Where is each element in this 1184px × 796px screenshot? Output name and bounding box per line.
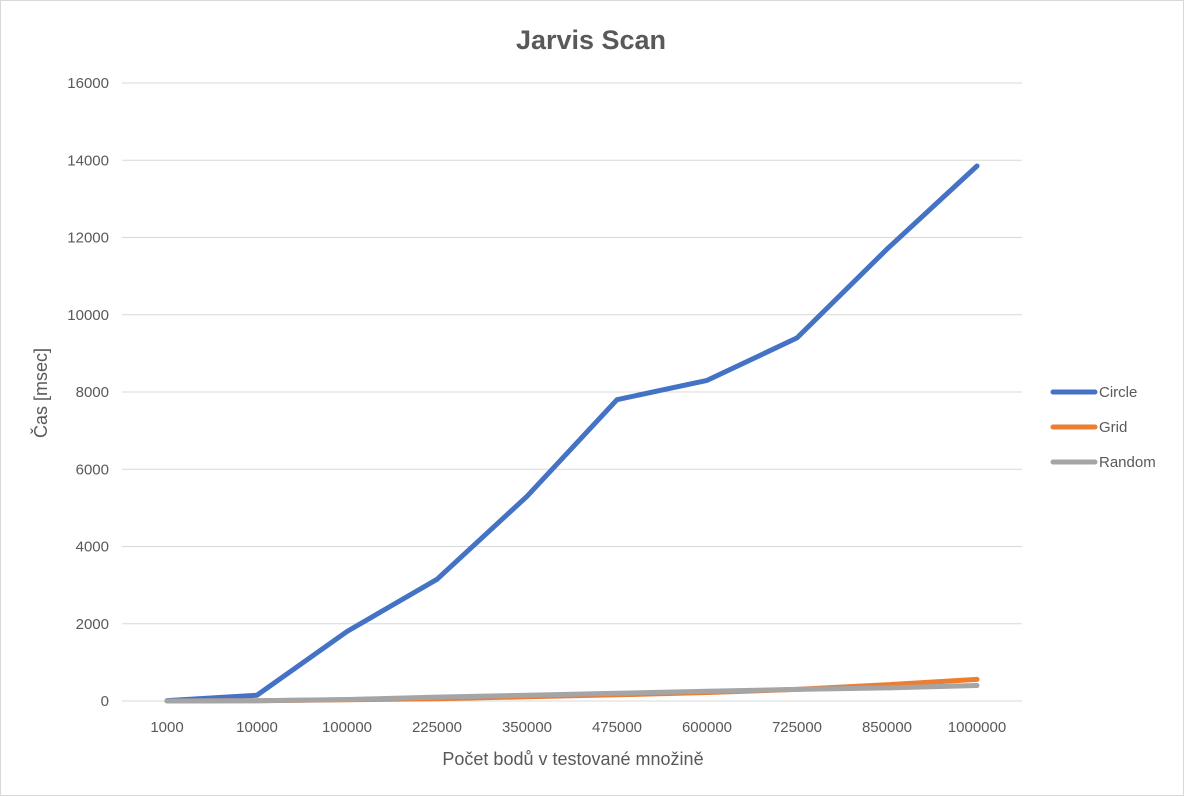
x-axis-ticks: 1000 10000 100000 225000 350000 475000 600000 7… <box>150 719 1006 736</box>
y-tick-label: 0 <box>101 693 109 710</box>
x-tick-label: 850000 <box>862 719 912 736</box>
legend: Circle Grid Random <box>1050 384 1156 471</box>
x-tick-label: 1000 <box>150 719 183 736</box>
legend-label-grid: Grid <box>1099 419 1127 436</box>
x-axis-title: Počet bodů v testované množině <box>442 749 703 769</box>
y-tick-label: 4000 <box>76 539 109 556</box>
y-tick-label: 16000 <box>67 75 109 92</box>
gridlines <box>122 82 1022 702</box>
y-tick-label: 6000 <box>76 461 109 478</box>
x-tick-label: 475000 <box>592 719 642 736</box>
x-tick-label: 600000 <box>682 719 732 736</box>
y-tick-label: 14000 <box>67 152 109 169</box>
chart-title: Jarvis Scan <box>516 25 666 55</box>
legend-label-random: Random <box>1099 454 1156 471</box>
y-tick-label: 8000 <box>76 384 109 401</box>
y-axis-title: Čas [msec] <box>30 348 51 438</box>
x-tick-label: 350000 <box>502 719 552 736</box>
y-tick-label: 10000 <box>67 307 109 324</box>
x-tick-label: 1000000 <box>948 719 1006 736</box>
y-axis-ticks: 0 2000 4000 6000 8000 10000 12000 14000 16000 <box>67 75 109 710</box>
series-lines <box>164 163 980 704</box>
x-tick-label: 725000 <box>772 719 822 736</box>
y-tick-label: 12000 <box>67 230 109 247</box>
x-tick-label: 100000 <box>322 719 372 736</box>
x-tick-label: 225000 <box>412 719 462 736</box>
legend-label-circle: Circle <box>1099 384 1137 401</box>
x-tick-label: 10000 <box>236 719 278 736</box>
series-line-circle <box>164 163 980 704</box>
y-tick-label: 2000 <box>76 616 109 633</box>
series-line-random <box>164 683 980 704</box>
